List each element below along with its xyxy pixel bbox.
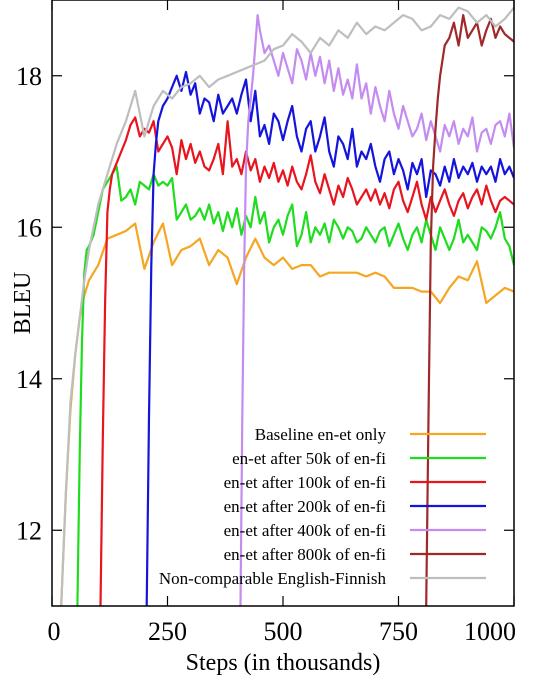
series-line-1 <box>60 222 514 606</box>
legend-label-6: en-et after 800k of en-fi <box>224 545 387 564</box>
series-line-7 <box>60 6 514 606</box>
tick-layer: 12 14 16 18 0 250 500 750 1000 <box>16 0 516 646</box>
series-line-4 <box>145 70 514 606</box>
y-tick-label: 16 <box>16 213 42 242</box>
x-tick-label: 0 <box>48 617 61 646</box>
y-axis-title: BLEU <box>10 272 36 335</box>
series-layer <box>60 6 514 606</box>
legend: Baseline en-et only en-et after 50k of en… <box>159 425 486 588</box>
x-tick-label: 750 <box>379 617 418 646</box>
x-axis-title: Steps (in thousands) <box>186 650 381 676</box>
legend-label-5: en-et after 400k of en-fi <box>224 521 387 540</box>
legend-label-2: en-et after 50k of en-fi <box>232 449 386 468</box>
legend-label-7: Non-comparable English-Finnish <box>159 569 387 588</box>
series-line-2 <box>76 165 514 606</box>
series-line-5 <box>239 14 514 606</box>
legend-label-1: Baseline en-et only <box>255 425 387 444</box>
series-line-6 <box>425 14 514 606</box>
legend-label-4: en-et after 200k of en-fi <box>224 497 387 516</box>
series-line-3 <box>99 116 514 606</box>
x-tick-label: 500 <box>264 617 303 646</box>
x-tick-label: 250 <box>148 617 187 646</box>
y-tick-label: 12 <box>16 516 42 545</box>
y-tick-label: 14 <box>16 365 42 394</box>
x-tick-label: 1000 <box>464 617 516 646</box>
y-tick-label: 18 <box>16 62 42 91</box>
legend-label-3: en-et after 100k of en-fi <box>224 473 387 492</box>
